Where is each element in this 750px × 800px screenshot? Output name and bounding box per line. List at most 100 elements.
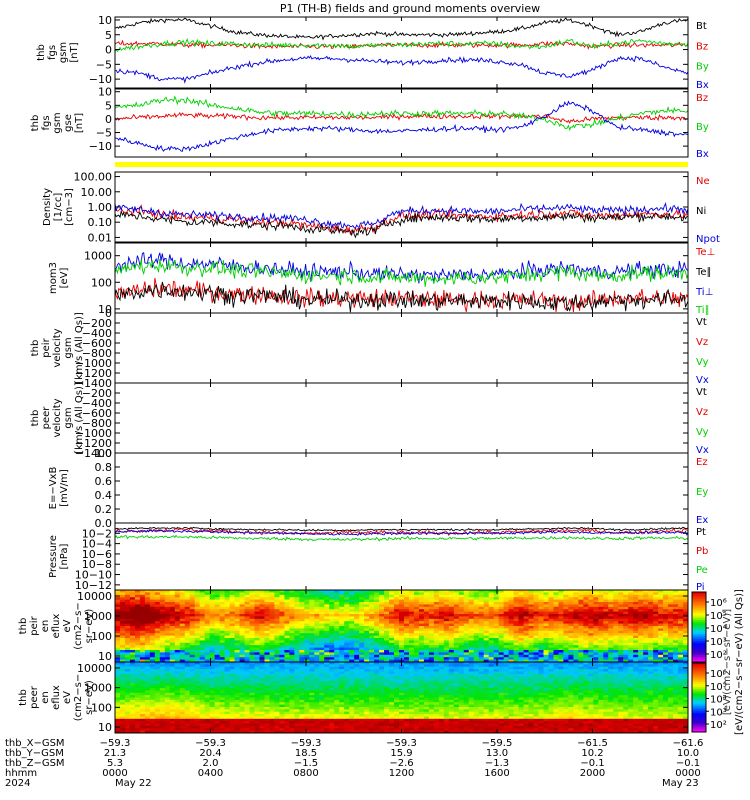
y-tick-label: 5 xyxy=(105,29,112,42)
legend-peer-velocity-Vz: Vz xyxy=(696,407,708,418)
y-axis-label: [km/s (All Qs)] xyxy=(74,382,85,454)
x-tick-label: 1200 xyxy=(389,768,414,779)
y-axis-label: (cm2−s− xyxy=(73,674,84,721)
y-axis-label: [eV] xyxy=(59,268,70,289)
x-tick-label: −2.6 xyxy=(389,758,413,769)
x-row-label: hhmm xyxy=(5,768,37,779)
series-temperature-Te xyxy=(115,281,688,313)
panel-frame xyxy=(114,382,689,454)
legend-fgs-gse-By: By xyxy=(696,122,709,133)
legend-fgs-gse-Bz: Bz xyxy=(696,93,708,104)
legend-temperature-Te: Te⊥ xyxy=(695,247,715,258)
y-tick-label: 10−2 xyxy=(82,527,112,540)
legend-pressure-Pe: Pe xyxy=(696,565,708,576)
panel-peir-eflux: 10000 1000 100 10 thb peir en eflux eV (cm2−s− sr−… xyxy=(18,589,689,663)
x-tick-label: 18.5 xyxy=(295,748,317,759)
y-tick-label: 0 xyxy=(105,44,112,57)
x-tick-label: −0.1 xyxy=(676,758,700,769)
y-tick-label: 100 xyxy=(91,701,112,714)
x-row-label: 2024 xyxy=(5,778,30,789)
status-bar xyxy=(115,162,688,167)
panel-frame xyxy=(114,16,689,89)
legend-efield-Ex: Ex xyxy=(696,515,708,526)
legend-peir-velocity-Vx: Vx xyxy=(696,375,709,386)
y-tick-label: 0.4 xyxy=(95,489,113,502)
y-axis-label: velocity xyxy=(52,398,63,437)
y-axis-label: [km/s (All Qs)] xyxy=(74,312,85,384)
y-tick-label: 1.00 xyxy=(88,201,113,214)
y-axis-label: [cm−3] xyxy=(64,188,75,226)
y-axis-label: thb xyxy=(18,618,29,635)
y-axis-label: [mV/m] xyxy=(59,469,70,507)
x-tick-label: −61.6 xyxy=(673,738,704,749)
x-tick-label: 20.4 xyxy=(199,748,221,759)
legend-temperature-Te: Te∥ xyxy=(695,267,712,278)
y-axis-label: en xyxy=(40,691,51,704)
legend-density-Npot: Npot xyxy=(696,234,720,245)
y-tick-label: −1400 xyxy=(75,447,112,460)
y-tick-label: 10−12 xyxy=(75,579,112,592)
y-axis-label: sr−eV) xyxy=(84,680,95,715)
y-axis-label: eV xyxy=(62,619,73,632)
x-tick-label: −1.5 xyxy=(294,758,318,769)
y-axis-label: thb xyxy=(36,44,47,61)
x-tick-label: −61.5 xyxy=(577,738,608,749)
y-axis-label: gsm xyxy=(63,337,74,358)
y-tick-label: −5 xyxy=(96,127,112,140)
legend-temperature-Ti: Ti∥ xyxy=(695,305,710,316)
y-tick-label: 10−4 xyxy=(82,538,112,551)
x-tick-label: May 22 xyxy=(115,778,152,789)
colorbar-label: [eV/(cm2−s−sr−eV) (All Qs)] xyxy=(734,589,745,735)
y-tick-label: 10 xyxy=(98,650,112,663)
legend-peer-velocity-Vt: Vt xyxy=(696,387,707,398)
x-tick-label: −0.1 xyxy=(580,758,604,769)
legend-efield-Ez: Ez xyxy=(696,457,708,468)
y-tick-label: −200 xyxy=(82,387,112,400)
colorbar-tick-label: 10⁵ xyxy=(710,611,727,622)
legend-fgs-gse-Bx: Bx xyxy=(696,149,709,160)
x-tick-label: 5.3 xyxy=(107,758,123,769)
legend-fgs-gsm-Bt: Bt xyxy=(696,21,707,32)
legend-peir-velocity-Vt: Vt xyxy=(696,317,707,328)
series-fgs-gse-Bz xyxy=(115,111,688,124)
y-axis-label: gsm xyxy=(52,112,63,133)
legend-efield-Ey: Ey xyxy=(696,487,708,498)
series-fgs-gse-Bx xyxy=(115,100,688,152)
x-tick-label: −59.3 xyxy=(291,738,322,749)
panel-peer-velocity: −200−400−600−800−1000−1200−1400 thb peer ve… xyxy=(30,382,709,460)
y-tick-label: 10−6 xyxy=(82,548,112,561)
y-axis-label: sr−eV) xyxy=(84,609,95,644)
y-axis-label: thb xyxy=(30,115,41,132)
y-tick-label: 100 xyxy=(91,276,112,289)
legend-pressure-Pt: Pt xyxy=(696,527,706,538)
panel-density: 100.00 10.00 1.00 0.10 0.01 Density [1/cc] [cm−… xyxy=(42,171,720,245)
panel-peir-velocity: 0−200−400−600−800−1000−1200−1400 thb peir v… xyxy=(30,307,709,390)
y-axis-label: eV xyxy=(62,691,73,704)
y-axis-label: thb xyxy=(30,340,41,357)
y-tick-label: −5 xyxy=(96,58,112,71)
x-row-label: thb_Z−GSM xyxy=(5,758,65,769)
y-axis-label: [1/cc] xyxy=(53,193,64,222)
colorbar-tick-label: 10² xyxy=(710,720,727,731)
y-tick-label: 0 xyxy=(105,113,112,126)
colorbar-tick-label: 10⁴ xyxy=(710,624,727,635)
y-axis-label: thb xyxy=(30,410,41,427)
y-tick-label: 1.0 xyxy=(95,447,113,460)
panel-frame xyxy=(114,452,689,524)
series-temperature-Ti xyxy=(115,258,688,287)
series-pressure-Pi xyxy=(115,529,688,537)
y-tick-label: 10 xyxy=(98,86,112,99)
y-tick-label: −400 xyxy=(82,397,112,410)
x-row-label: thb_X−GSM xyxy=(5,738,65,749)
x-row-label: thb_Y−GSM xyxy=(5,748,64,759)
y-tick-label: −1200 xyxy=(75,367,112,380)
colorbar-tick-label: 10³ xyxy=(710,637,727,648)
y-axis-label: E=−VxB xyxy=(48,467,59,510)
y-axis-label: [nT] xyxy=(69,42,80,62)
y-tick-label: 0.2 xyxy=(95,503,113,516)
colorbar-label-secondary: [eV/(cm2−s−sr−eV)] xyxy=(722,609,733,715)
legend-pressure-Pb: Pb xyxy=(696,546,708,557)
y-tick-label: 10−8 xyxy=(82,558,112,571)
